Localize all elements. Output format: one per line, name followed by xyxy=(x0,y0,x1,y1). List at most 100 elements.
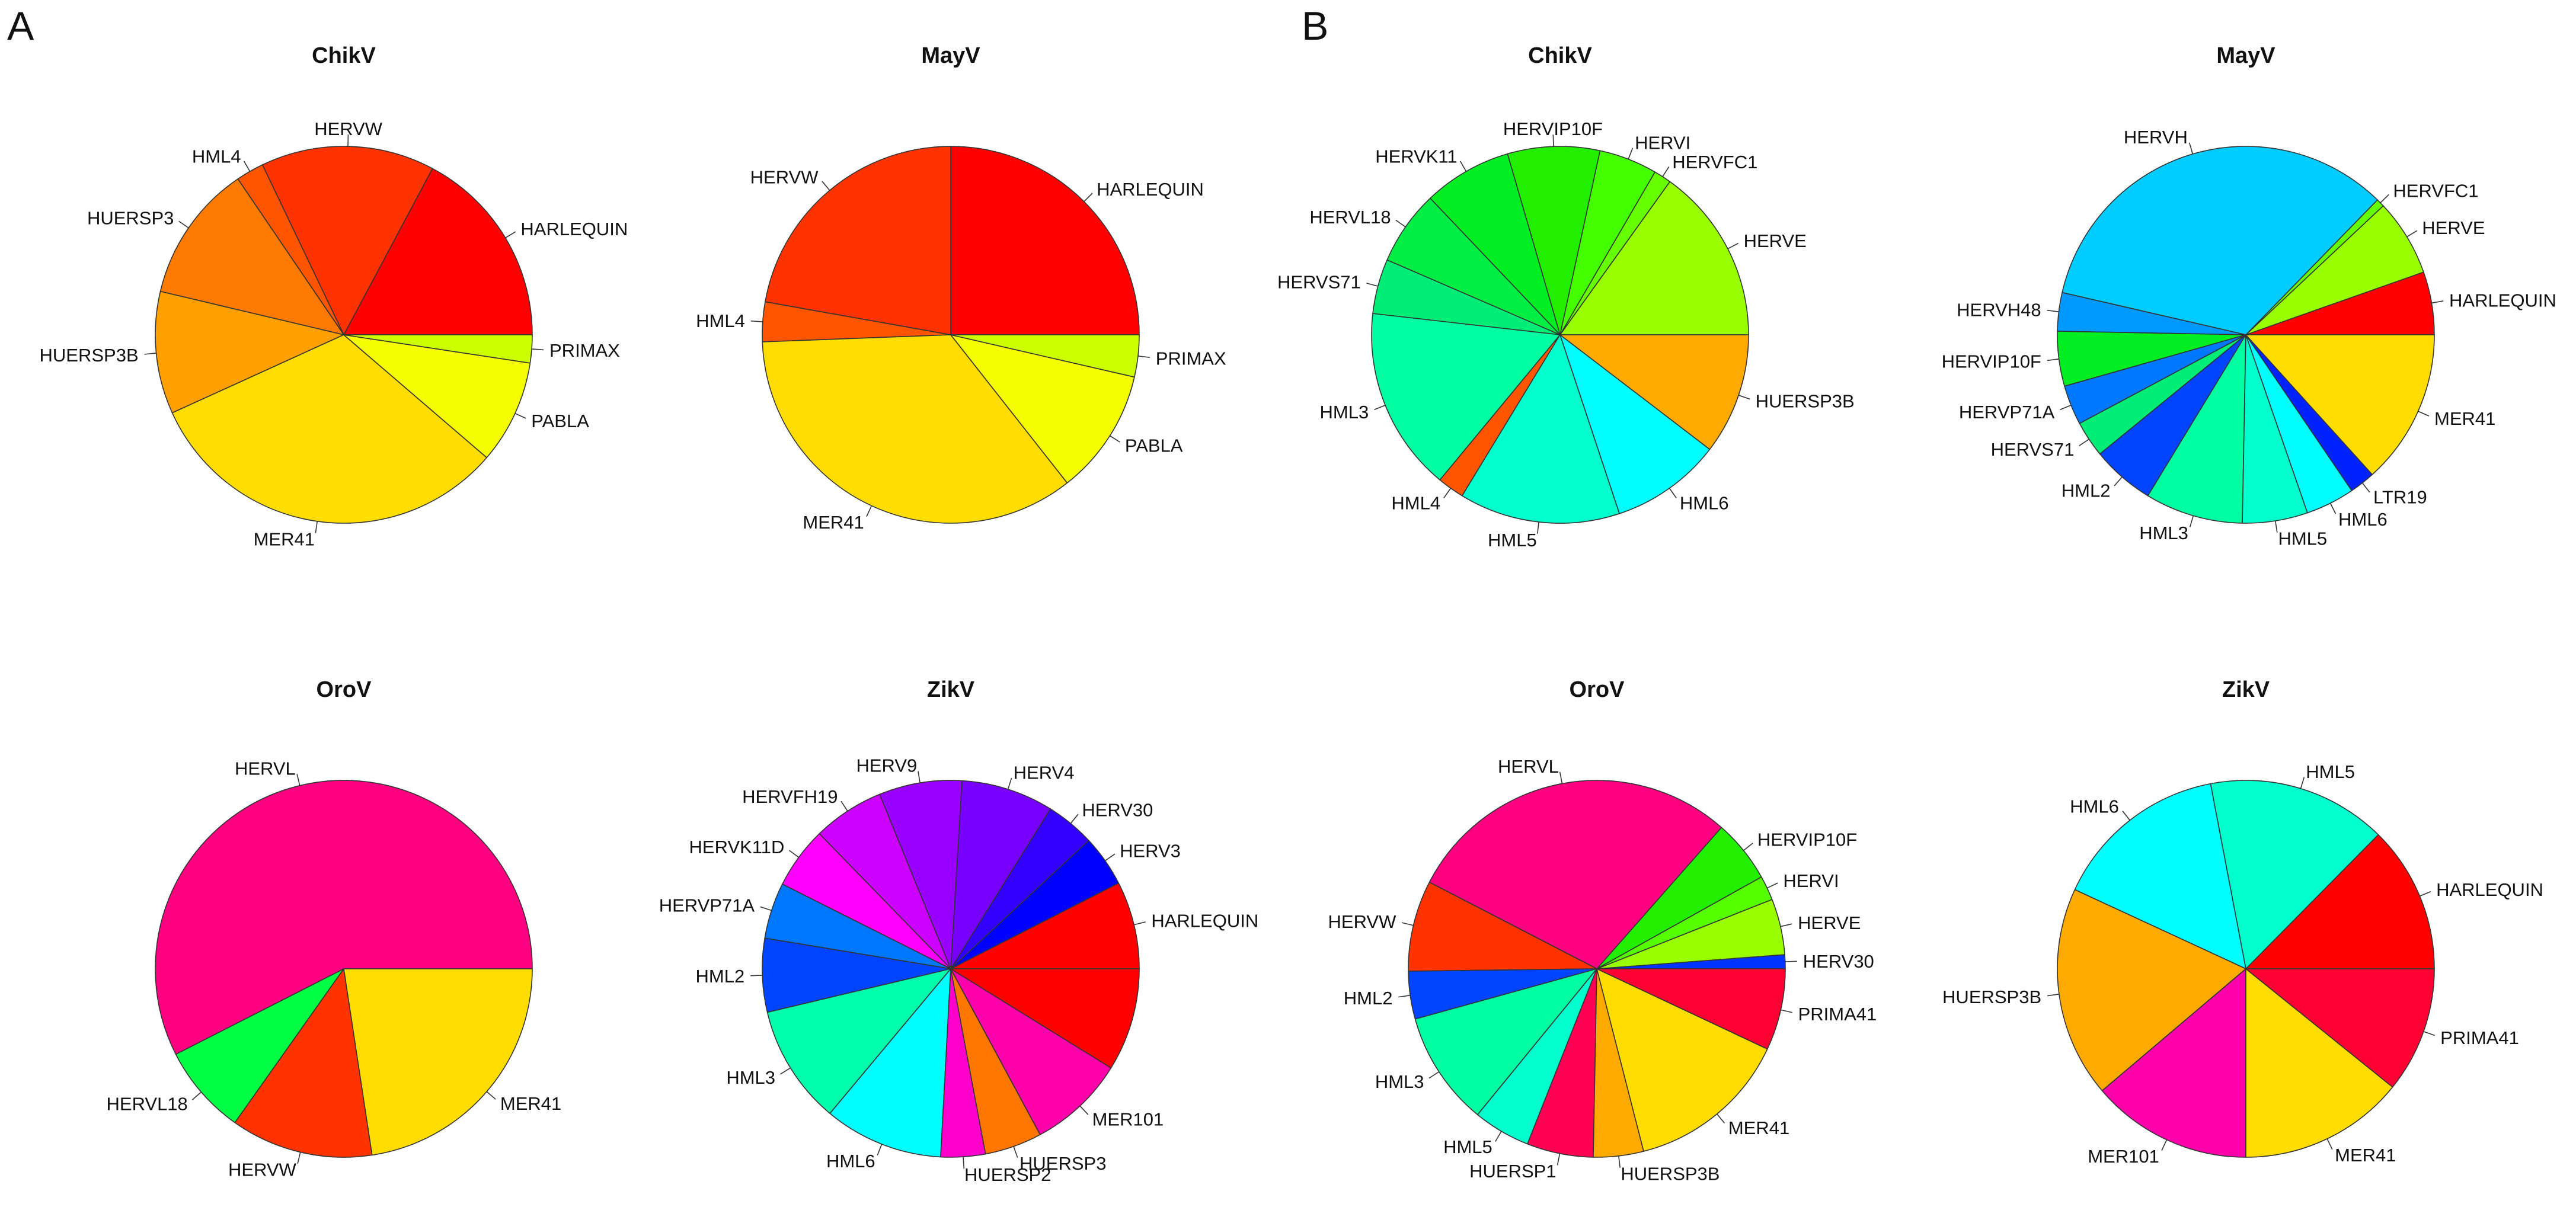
pie-slice-harlequin xyxy=(2245,834,2435,969)
slice-label: HML4 xyxy=(696,310,745,331)
pie-slice-hervw xyxy=(234,968,373,1158)
slice-label: HUERSP3B xyxy=(1756,391,1855,412)
slice-label: PRIMA41 xyxy=(2440,1027,2519,1048)
slice-label: HERVIP10F xyxy=(1503,119,1603,139)
pie-slice-hml2 xyxy=(762,937,951,1013)
label-leader-line xyxy=(2047,309,2059,312)
label-leader-line xyxy=(1443,488,1452,498)
slice-label: HERVE xyxy=(1798,913,1861,933)
slice-label: HUERSP3 xyxy=(87,208,174,229)
label-leader-line xyxy=(1785,961,1797,962)
label-leader-line xyxy=(2431,300,2444,304)
panel-label-b: B xyxy=(1302,4,1329,49)
pie-slice-hervl18 xyxy=(1386,197,1561,335)
label-leader-line xyxy=(2326,1138,2333,1150)
slice-label: HML2 xyxy=(696,966,745,987)
label-leader-line xyxy=(1084,193,1093,202)
pie-chart-a-orov: OroV HERVL HERVL18 HERVW MER41 xyxy=(107,677,562,1180)
pie-slice-hervl xyxy=(1428,780,1722,969)
pie-slice-mer41 xyxy=(1596,968,1768,1152)
slice-label: HERVI xyxy=(1783,870,1839,891)
label-leader-line xyxy=(2161,1139,2168,1151)
slice-label: HML3 xyxy=(2139,523,2188,543)
pie-slice-hml5 xyxy=(1461,334,1620,524)
label-leader-line xyxy=(297,1152,301,1164)
slice-label: HERVFH19 xyxy=(742,786,838,807)
pie-slice-herv9 xyxy=(879,780,963,969)
slice-label: HERVE xyxy=(2422,217,2485,238)
pie-slice-hervk11 xyxy=(1430,153,1561,335)
slice-label: MER101 xyxy=(1092,1109,1164,1129)
pie-slice-hml6 xyxy=(1559,334,1711,514)
label-leader-line xyxy=(866,505,872,517)
label-leader-line xyxy=(2329,502,2337,514)
slice-label: HML6 xyxy=(1680,492,1729,513)
slice-label: HERVW xyxy=(314,119,383,139)
slice-label: HARLEQUIN xyxy=(1151,911,1258,931)
label-leader-line xyxy=(1137,356,1150,358)
pie-chart-b-mayv: MayV HARLEQUIN HERVE HERVFC1 HERVH HERVH48 HER… xyxy=(1942,43,2556,549)
label-leader-line xyxy=(2423,1031,2435,1036)
label-leader-line xyxy=(1495,1131,1502,1142)
label-leader-line xyxy=(178,220,189,229)
label-leader-line xyxy=(1781,1009,1793,1013)
slice-label: HERVE xyxy=(1744,230,1807,251)
slice-label: HML6 xyxy=(826,1151,875,1171)
pie-slice-hml3 xyxy=(1371,313,1561,481)
slice-label: HML4 xyxy=(1391,492,1440,513)
label-leader-line xyxy=(1537,521,1539,534)
slice-label: HML5 xyxy=(2306,761,2355,782)
pie-chart-a-zikv: ZikV HARLEQUIN HERV3 HERV30 HERV4 HERV9 HERVFH… xyxy=(659,677,1259,1185)
slice-label: HERVK11D xyxy=(689,837,785,857)
pie-slice-huersp3b xyxy=(155,290,344,414)
label-leader-line xyxy=(2361,482,2370,493)
label-leader-line xyxy=(1459,161,1467,172)
label-leader-line xyxy=(2189,516,2194,527)
slice-label: PABLA xyxy=(1125,435,1183,456)
slice-label: HERVS71 xyxy=(1991,439,2075,460)
label-leader-line xyxy=(532,348,544,351)
label-leader-line xyxy=(1669,488,1677,498)
label-leader-line xyxy=(144,353,156,355)
slice-label: HERVW xyxy=(750,167,819,187)
slice-label: HML6 xyxy=(2070,796,2119,817)
label-leader-line xyxy=(822,181,830,191)
slice-label: HARLEQUIN xyxy=(2436,879,2543,900)
pie-slice-primax xyxy=(343,334,533,364)
pie-slice-harlequin xyxy=(950,146,1140,335)
label-leader-line xyxy=(1662,166,1670,177)
pie-slice-hervip10f xyxy=(1507,146,1601,335)
slice-label: HERVL18 xyxy=(107,1094,188,1115)
label-leader-line xyxy=(963,1157,965,1169)
chart-title: OroV xyxy=(1570,677,1625,702)
slice-label: MER41 xyxy=(2335,1145,2396,1166)
label-leader-line xyxy=(243,161,251,172)
slice-label: HUERSP1 xyxy=(1469,1161,1556,1182)
slice-label: HERVIP10F xyxy=(1757,830,1857,850)
label-leader-line xyxy=(1110,435,1120,443)
label-leader-line xyxy=(1780,923,1792,927)
slice-label: HML3 xyxy=(726,1067,775,1088)
slice-label: LTR19 xyxy=(2373,487,2427,508)
label-leader-line xyxy=(2418,411,2430,417)
slice-label: HERV3 xyxy=(1120,840,1181,861)
slice-label: HERVFC1 xyxy=(2393,180,2478,201)
label-leader-line xyxy=(1374,405,1386,411)
label-leader-line xyxy=(1428,1071,1440,1079)
label-leader-line xyxy=(315,521,318,533)
slice-label: HARLEQUIN xyxy=(2449,290,2556,310)
pie-slice-unlabeled xyxy=(950,968,1140,1069)
slice-label: HERV30 xyxy=(1082,799,1153,820)
label-leader-line xyxy=(2300,777,2305,789)
chart-title: ChikV xyxy=(1528,43,1592,68)
pie-slice-primax xyxy=(950,334,1140,378)
slice-label: MER41 xyxy=(254,529,315,550)
label-leader-line xyxy=(1628,148,1634,159)
slice-label: HML3 xyxy=(1375,1071,1424,1092)
pie-slice-hml5 xyxy=(2210,780,2379,969)
pie-slice-mer101 xyxy=(2101,968,2246,1158)
chart-title: ZikV xyxy=(927,677,975,702)
label-leader-line xyxy=(486,1091,496,1100)
label-leader-line xyxy=(2406,230,2418,238)
